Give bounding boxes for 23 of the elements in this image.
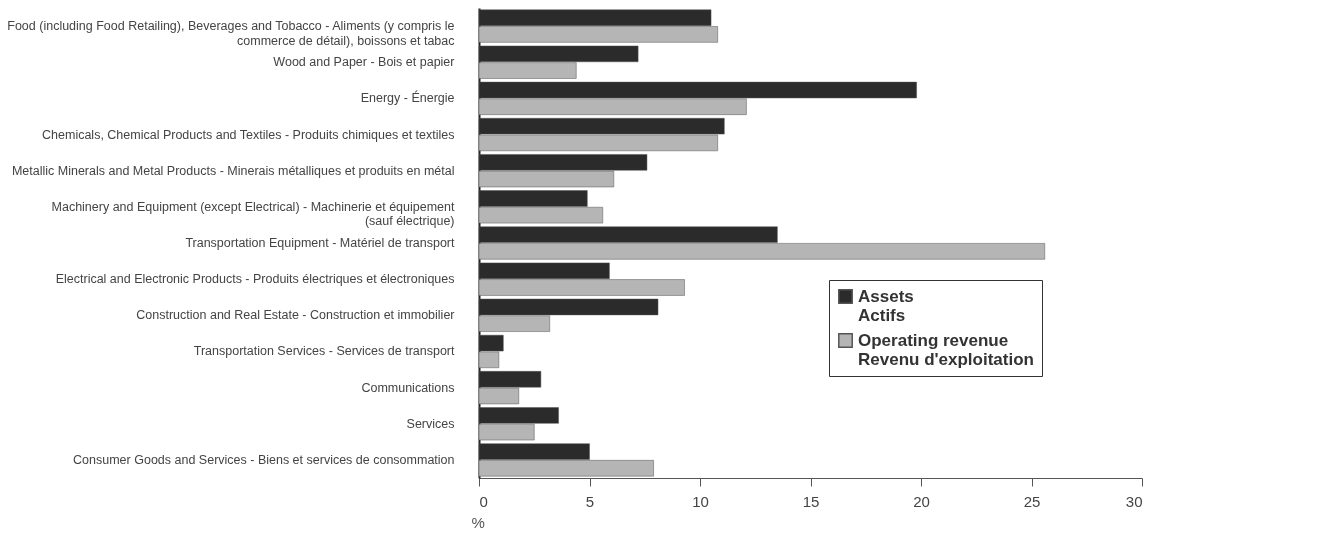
y-tick-label: Services	[406, 416, 455, 431]
y-tick-label: Machinery and Equipment (except Electrical) - Machinerie et équipement (sauf électrique)	[51, 199, 456, 229]
y-tick-label: Wood and Paper - Bois et papier	[273, 55, 455, 70]
x-tick-label: 20	[913, 492, 930, 510]
x-tick-label: 10	[692, 492, 709, 510]
legend-label: Operating revenue Revenu d'exploitation	[858, 330, 1034, 369]
x-axis-title: %	[471, 513, 485, 531]
y-tick-label: Chemicals, Chemical Products and Textiles - Produits chimiques et textiles	[42, 127, 455, 142]
y-tick-label: Energy - Énergie	[360, 90, 455, 106]
y-tick-label: Construction and Real Estate - Construction et immobilier	[136, 308, 455, 323]
y-tick-label: Food (including Food Retailing), Beverages and Tobacco - Aliments (y compris le commerce de détail), boissons et tabac	[7, 19, 455, 48]
x-tick-label: 25	[1023, 492, 1041, 510]
y-tick-label: Communications	[361, 380, 455, 395]
y-tick-label: Electrical and Electronic Products - Produits électriques et électroniques	[55, 272, 455, 287]
y-tick-label: Transportation Services - Services de transport	[193, 344, 456, 359]
x-tick-label: 5	[585, 492, 595, 510]
y-tick-label: Consumer Goods and Services - Biens et services de consommation	[73, 452, 455, 467]
x-tick-label: 0	[479, 492, 488, 510]
x-tick-label: 15	[802, 492, 820, 510]
x-tick-label: 30	[1125, 492, 1143, 510]
legend-label: Assets Actifs	[858, 286, 914, 325]
y-tick-label: Metallic Minerals and Metal Products - Minerais métalliques et produits en métal	[11, 163, 455, 178]
y-tick-label: Transportation Equipment - Matériel de transport	[185, 236, 456, 250]
